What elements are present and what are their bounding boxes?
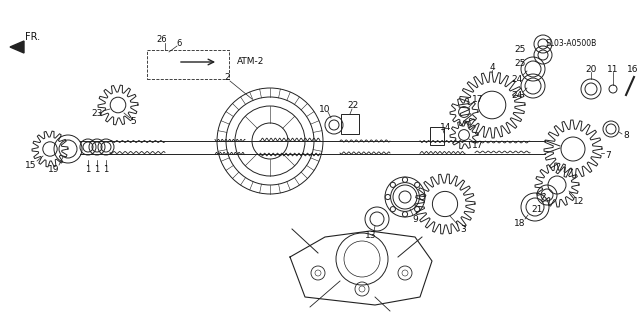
Circle shape — [415, 182, 420, 188]
Circle shape — [415, 207, 420, 212]
Text: 17: 17 — [472, 140, 484, 150]
Text: 16: 16 — [627, 64, 639, 73]
Text: 1: 1 — [94, 165, 100, 174]
Circle shape — [403, 211, 408, 217]
Text: 3: 3 — [460, 225, 466, 234]
Text: 23: 23 — [92, 108, 102, 117]
Text: 15: 15 — [25, 160, 36, 169]
Text: ATM-2: ATM-2 — [237, 57, 264, 66]
Text: SL03-A0500B: SL03-A0500B — [545, 40, 596, 48]
Text: 25: 25 — [515, 44, 525, 54]
Text: 4: 4 — [489, 63, 495, 71]
Text: 7: 7 — [605, 152, 611, 160]
Text: 24: 24 — [511, 75, 523, 84]
Bar — [430, 127, 444, 145]
Text: 2: 2 — [224, 72, 230, 81]
Bar — [341, 114, 359, 134]
Polygon shape — [10, 41, 24, 53]
Text: 9: 9 — [412, 214, 418, 224]
Text: 1: 1 — [85, 165, 91, 174]
Text: 26: 26 — [157, 35, 167, 44]
Text: 10: 10 — [319, 105, 331, 114]
Text: 8: 8 — [623, 131, 629, 140]
Text: 24: 24 — [511, 91, 523, 100]
Text: 12: 12 — [573, 197, 585, 205]
Text: 19: 19 — [48, 165, 60, 174]
Text: 22: 22 — [348, 101, 358, 110]
Text: 1: 1 — [104, 165, 109, 174]
Text: 6: 6 — [176, 39, 182, 48]
Text: 20: 20 — [586, 64, 596, 73]
Text: 17: 17 — [472, 94, 484, 103]
Text: FR.: FR. — [26, 32, 40, 42]
Circle shape — [420, 194, 425, 200]
Text: 21: 21 — [531, 204, 543, 213]
Text: 13: 13 — [365, 232, 377, 241]
Circle shape — [390, 182, 396, 188]
Circle shape — [385, 194, 390, 200]
Circle shape — [609, 85, 617, 93]
Text: 5: 5 — [130, 116, 136, 125]
Text: 25: 25 — [515, 60, 525, 69]
Text: 14: 14 — [440, 122, 452, 131]
Circle shape — [403, 177, 408, 182]
Text: 18: 18 — [515, 219, 525, 227]
Circle shape — [390, 207, 396, 212]
Text: 11: 11 — [607, 64, 619, 73]
